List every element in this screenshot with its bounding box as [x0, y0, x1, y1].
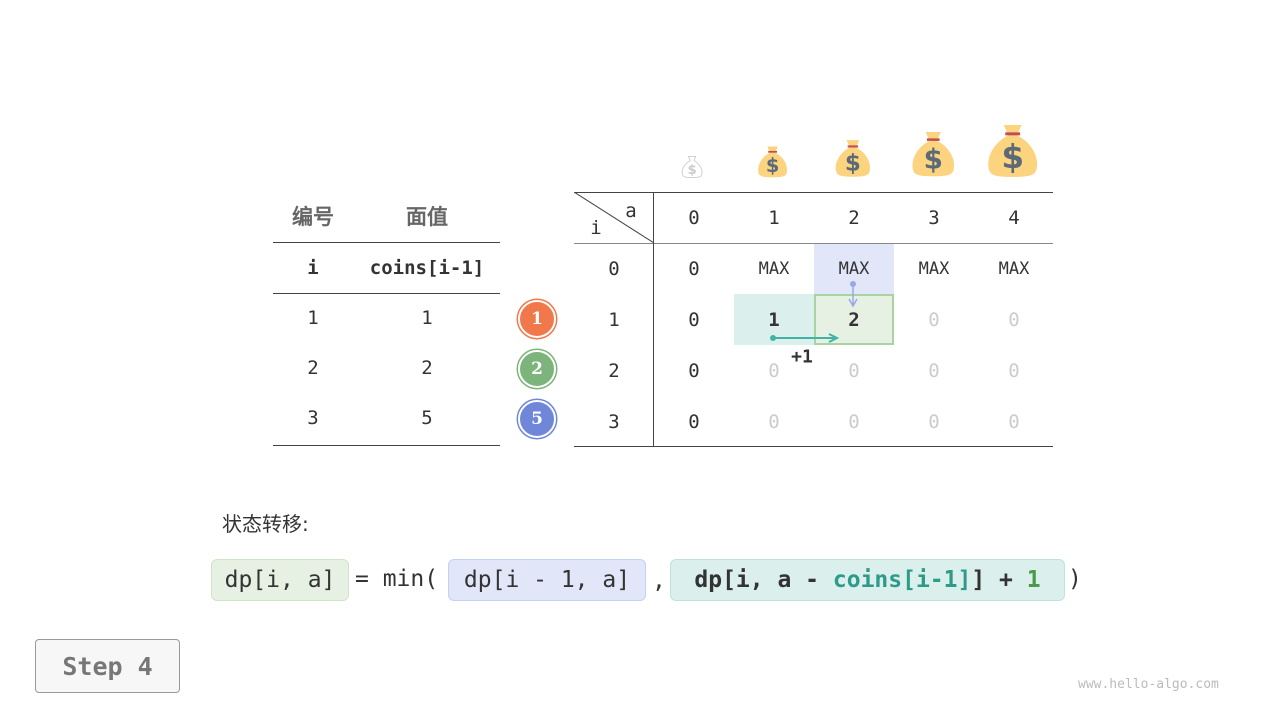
dp-cell: 1: [768, 309, 780, 331]
divider: [273, 242, 500, 243]
dp-cell: 0: [928, 309, 940, 331]
row-header: 0: [608, 258, 620, 280]
divider: [273, 445, 500, 446]
formula-comma: ,: [652, 568, 666, 594]
dp-cell: 0: [928, 411, 940, 433]
annotation-text: +1: [791, 346, 813, 368]
dp-cell: 0: [768, 411, 780, 433]
money-bag-icon: $: [835, 140, 871, 177]
dp-cell: 2: [848, 309, 860, 331]
col-header: 4: [1008, 207, 1020, 229]
formula-lhs: dp[i, a]: [211, 559, 349, 601]
corner-diagonal: [574, 192, 654, 244]
money-bag-icon: $: [758, 146, 788, 178]
dp-cell: MAX: [998, 259, 1030, 279]
coin-badge-label: 2: [531, 359, 543, 379]
coin-index: 2: [307, 357, 319, 379]
svg-text:$: $: [923, 143, 942, 176]
dp-cell: 0: [848, 360, 860, 382]
row-header: 2: [608, 360, 620, 382]
arg2-part: dp[i, a -: [694, 567, 833, 593]
arg2-one: 1: [1026, 567, 1041, 593]
coin-badge: 1: [518, 300, 556, 338]
col-header: 1: [768, 207, 780, 229]
coin-index: 3: [307, 407, 319, 429]
formula-close: ): [1068, 566, 1082, 592]
coin-value: 5: [421, 407, 433, 429]
dp-cell: 0: [1008, 360, 1020, 382]
divider: [574, 243, 1053, 244]
header-id: 编号: [292, 205, 334, 229]
coin-badge: 5: [518, 400, 556, 438]
svg-text:$: $: [1002, 138, 1025, 176]
formula-arg1: dp[i - 1, a]: [448, 559, 646, 601]
col-header: 0: [688, 207, 700, 229]
right-arrow: [770, 333, 840, 343]
dp-cell: 0: [688, 360, 700, 382]
transition-label: 状态转移:: [222, 512, 309, 536]
divider: [273, 293, 500, 294]
dp-cell: 0: [768, 360, 780, 382]
divider: [574, 446, 1053, 447]
arg2-part: ] +: [971, 567, 1027, 593]
formula-eq: = min(: [355, 566, 439, 592]
row-header: 3: [608, 411, 620, 433]
step-button[interactable]: Step 4: [35, 639, 180, 693]
divider: [574, 192, 1053, 193]
header-value: 面值: [406, 205, 448, 229]
corner-i: i: [590, 217, 602, 239]
col-header: 3: [928, 207, 940, 229]
divider: [653, 192, 654, 446]
coin-badge-label: 5: [531, 409, 543, 429]
money-bag-icon: $: [912, 132, 954, 177]
arg2-coins: coins[i-1]: [832, 567, 972, 593]
coin-value: 1: [421, 307, 433, 329]
svg-text:$: $: [687, 163, 696, 178]
money-bag-icon: $: [681, 155, 703, 178]
plus-one-annotation: +1: [791, 347, 813, 368]
row-header: 1: [608, 309, 620, 331]
coin-value: 2: [421, 357, 433, 379]
dp-cell: MAX: [838, 259, 870, 279]
corner-a: a: [625, 200, 637, 222]
dp-cell: 0: [928, 360, 940, 382]
dp-cell: 0: [688, 309, 700, 331]
coin-badge-label: 1: [531, 309, 543, 329]
down-arrow: [848, 281, 858, 308]
svg-text:$: $: [845, 151, 861, 177]
subheader-coins: coins[i-1]: [369, 257, 485, 279]
coin-index: 1: [307, 307, 319, 329]
dp-cell: 0: [848, 411, 860, 433]
dp-cell: 0: [1008, 309, 1020, 331]
watermark: www.hello-algo.com: [1078, 677, 1219, 692]
col-header: 2: [848, 207, 860, 229]
dp-cell: 0: [688, 411, 700, 433]
svg-text:$: $: [766, 154, 779, 177]
dp-cell: 0: [1008, 411, 1020, 433]
dp-cell: MAX: [758, 259, 790, 279]
coin-badge: 2: [518, 350, 556, 388]
dp-cell: MAX: [918, 259, 950, 279]
dp-cell: 0: [688, 258, 700, 280]
highlight-current-cell: [814, 294, 894, 345]
money-bag-icon: $: [988, 124, 1038, 177]
formula-arg2: dp[i, a - coins[i-1]] + 1: [670, 559, 1065, 601]
subheader-i: i: [307, 257, 319, 279]
